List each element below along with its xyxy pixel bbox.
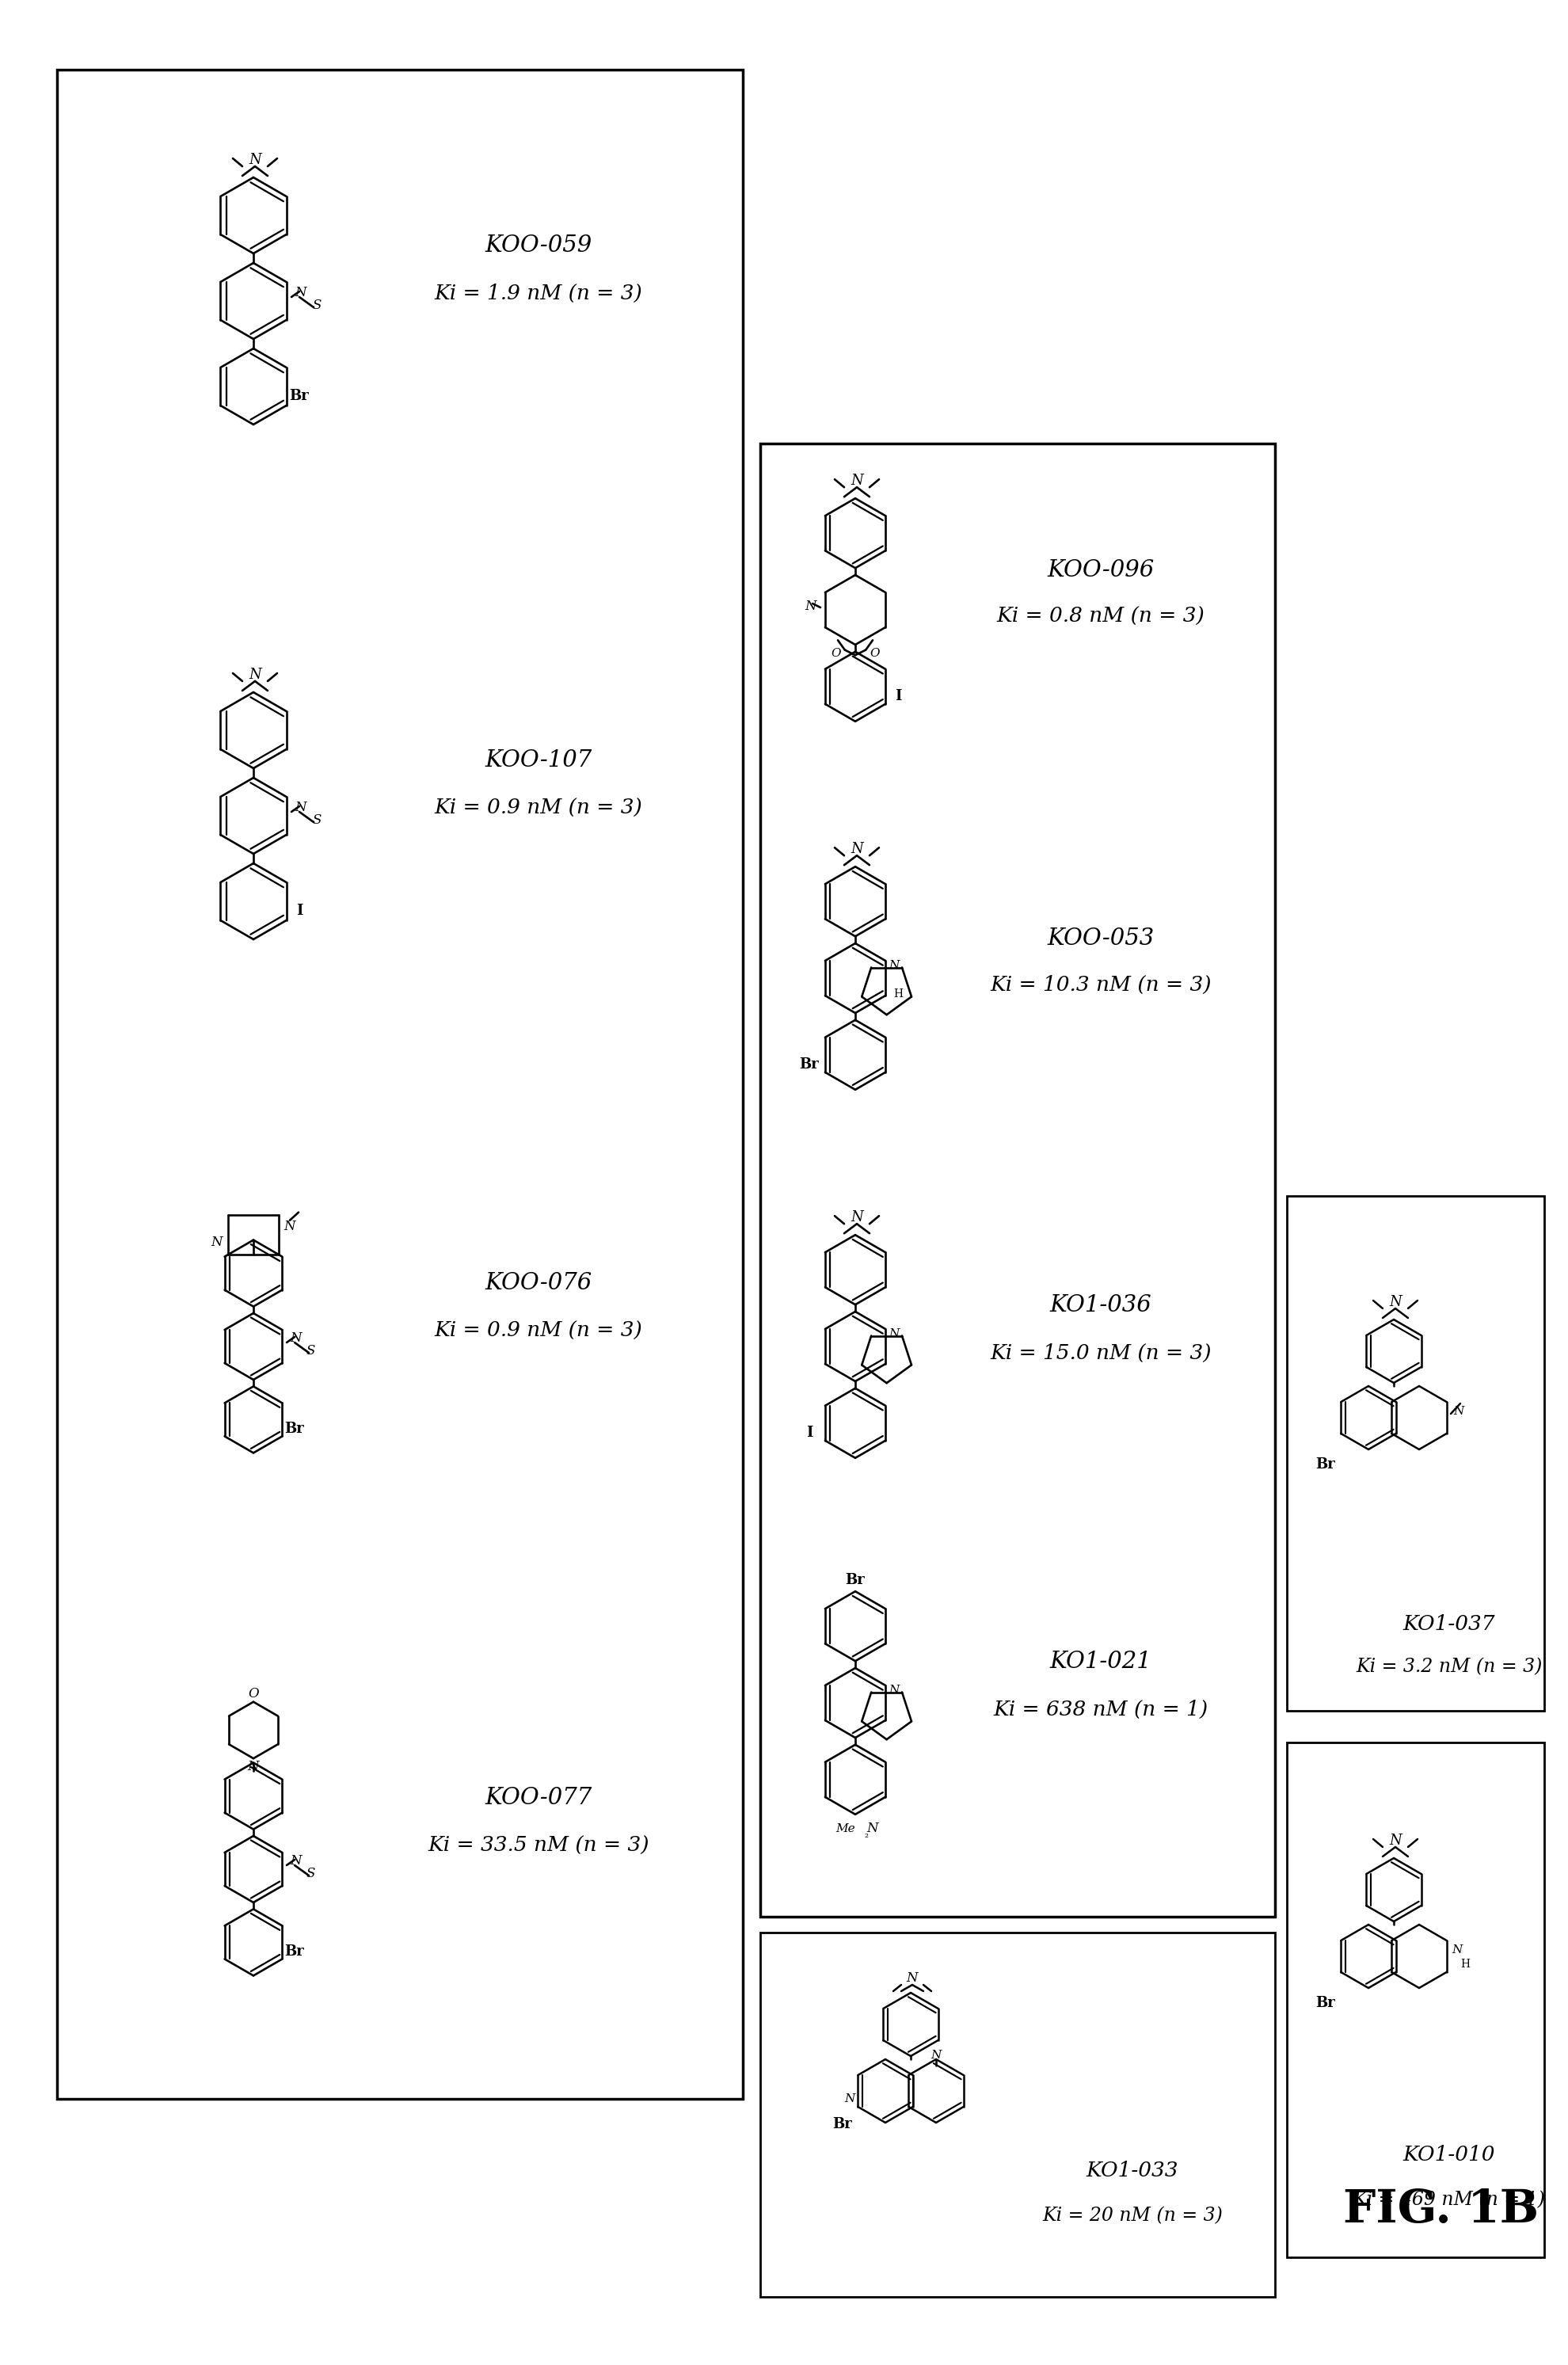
Text: N: N	[889, 960, 900, 972]
Text: S: S	[312, 814, 321, 825]
Text: N: N	[889, 1329, 900, 1339]
Text: Br: Br	[845, 1573, 866, 1587]
Text: N: N	[850, 842, 862, 856]
Text: N: N	[850, 1211, 862, 1225]
Text: I: I	[895, 688, 902, 702]
Text: O: O	[831, 648, 840, 660]
Text: O: O	[248, 1686, 259, 1700]
Text: Br: Br	[800, 1057, 818, 1071]
Text: KOO-077: KOO-077	[485, 1788, 593, 1809]
Text: H: H	[1460, 1958, 1469, 1970]
Text: Br: Br	[1316, 1996, 1336, 2010]
Text: I: I	[296, 903, 303, 918]
Text: N: N	[290, 1854, 303, 1868]
Text: ₂: ₂	[864, 1831, 869, 1840]
Text: Ki = 20 nM (n = 3): Ki = 20 nM (n = 3)	[1043, 2207, 1223, 2225]
Text: Br: Br	[285, 1944, 304, 1958]
Text: Br: Br	[285, 1421, 304, 1436]
Text: N: N	[295, 802, 307, 814]
Text: Br: Br	[1316, 1457, 1336, 1471]
Text: N: N	[249, 154, 262, 168]
Text: N: N	[1389, 1296, 1402, 1310]
Text: N: N	[295, 286, 307, 300]
Text: Ki = 469 nM (n = 1): Ki = 469 nM (n = 1)	[1353, 2190, 1546, 2209]
Text: N: N	[1454, 1405, 1465, 1417]
Text: Br: Br	[290, 388, 309, 402]
Text: N: N	[1389, 1833, 1402, 1847]
Text: N: N	[249, 667, 262, 681]
Text: Br: Br	[833, 2117, 853, 2131]
Text: N: N	[906, 1972, 917, 1984]
Text: Ki = 0.9 nM (n = 3): Ki = 0.9 nM (n = 3)	[434, 797, 643, 818]
Text: KOO-059: KOO-059	[485, 234, 593, 258]
Text: N: N	[850, 473, 862, 487]
Bar	[760, 1932, 1275, 2296]
Text: S: S	[306, 1866, 315, 1880]
Text: I: I	[806, 1426, 812, 1440]
Text: H: H	[894, 989, 903, 1000]
Text: KOO-096: KOO-096	[1047, 558, 1154, 582]
Text: Ki = 10.3 nM (n = 3): Ki = 10.3 nM (n = 3)	[989, 974, 1212, 993]
Text: N: N	[284, 1220, 296, 1232]
Bar	[760, 445, 1275, 1916]
Text: Ki = 1.9 nM (n = 3): Ki = 1.9 nM (n = 3)	[434, 284, 643, 303]
Text: Ki = 15.0 nM (n = 3): Ki = 15.0 nM (n = 3)	[989, 1343, 1212, 1362]
Text: Ki = 33.5 nM (n = 3): Ki = 33.5 nM (n = 3)	[428, 1835, 649, 1854]
Text: KOO-076: KOO-076	[485, 1272, 593, 1294]
Text: Ki = 638 nM (n = 1): Ki = 638 nM (n = 1)	[994, 1700, 1207, 1719]
Bar	[56, 69, 743, 2098]
Text: KO1-021: KO1-021	[1051, 1651, 1152, 1672]
Text: KOO-053: KOO-053	[1047, 927, 1154, 951]
Text: Ki = 0.8 nM (n = 3): Ki = 0.8 nM (n = 3)	[997, 605, 1204, 627]
Text: FIG. 1B: FIG. 1B	[1344, 2188, 1540, 2233]
Text: KO1-036: KO1-036	[1051, 1294, 1152, 1317]
Text: N: N	[290, 1331, 303, 1346]
Text: Me: Me	[836, 1823, 856, 1835]
Text: N: N	[889, 1684, 900, 1696]
Text: Ki = 0.9 nM (n = 3): Ki = 0.9 nM (n = 3)	[434, 1320, 643, 1341]
Text: S: S	[312, 298, 321, 312]
Text: KOO-107: KOO-107	[485, 750, 593, 771]
Text: N: N	[212, 1235, 223, 1249]
Text: S: S	[306, 1343, 315, 1358]
Text: N: N	[806, 598, 817, 613]
Text: N: N	[248, 1760, 259, 1774]
Text: N: N	[867, 1821, 878, 1835]
Text: KO1-037: KO1-037	[1403, 1613, 1496, 1634]
Text: N: N	[845, 2093, 855, 2105]
Text: N: N	[1452, 1944, 1463, 1956]
Bar	[1287, 1743, 1544, 2256]
Bar	[1287, 1197, 1544, 1710]
Text: O: O	[870, 648, 880, 660]
Text: KO1-033: KO1-033	[1087, 2159, 1179, 2181]
Text: Ki = 3.2 nM (n = 3): Ki = 3.2 nM (n = 3)	[1356, 1658, 1543, 1677]
Text: KO1-010: KO1-010	[1403, 2145, 1496, 2164]
Text: N: N	[931, 2050, 941, 2060]
